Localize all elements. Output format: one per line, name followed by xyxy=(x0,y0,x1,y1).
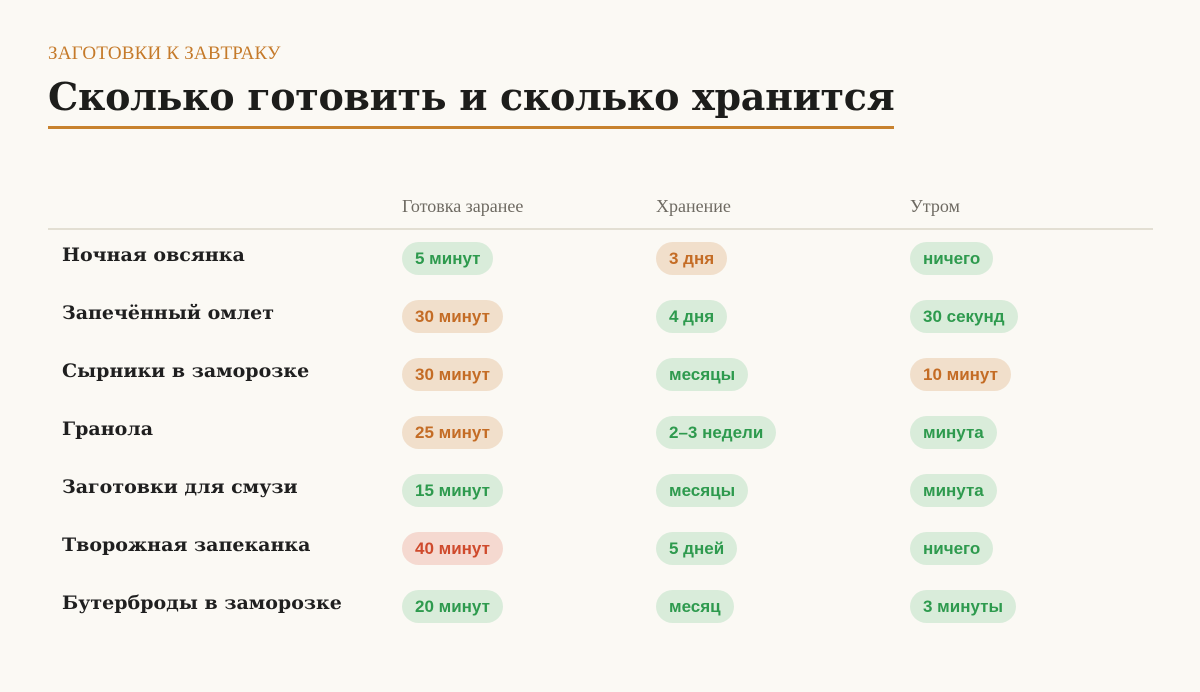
table-header: Готовка заранее Хранение Утром xyxy=(48,190,1153,230)
table-row: Бутерброды в заморозке 20 минут месяц 3 … xyxy=(48,580,1153,638)
prep-table: Готовка заранее Хранение Утром Ночная ов… xyxy=(48,190,1153,638)
prep-time-badge: 5 минут xyxy=(402,242,494,275)
page-title-wrap: Сколько готовить и сколько хранится xyxy=(48,72,895,129)
morning-badge: 30 секунд xyxy=(910,300,1018,333)
prep-time-badge: 40 минут xyxy=(402,532,503,565)
morning-badge: минута xyxy=(910,416,997,449)
table-row: Ночная овсянка 5 минут 3 дня ничего xyxy=(48,232,1153,290)
morning-badge: ничего xyxy=(910,532,994,565)
page-title: Сколько готовить и сколько хранится xyxy=(48,74,895,119)
table-row: Заготовки для смузи 15 минут месяцы мину… xyxy=(48,464,1153,522)
storage-badge: месяцы xyxy=(656,474,749,507)
morning-badge: ничего xyxy=(910,242,994,275)
storage-badge: месяц xyxy=(656,590,734,623)
row-dish-name: Бутерброды в заморозке xyxy=(62,592,342,614)
morning-badge: 10 минут xyxy=(910,358,1011,391)
storage-badge: 2–3 недели xyxy=(656,416,777,449)
storage-badge: 5 дней xyxy=(656,532,738,565)
prep-time-badge: 20 минут xyxy=(402,590,503,623)
prep-time-badge: 30 минут xyxy=(402,300,503,333)
table-row: Гранола 25 минут 2–3 недели минута xyxy=(48,406,1153,464)
storage-badge: 4 дня xyxy=(656,300,728,333)
row-dish-name: Запечённый омлет xyxy=(62,302,275,324)
morning-badge: 3 минуты xyxy=(910,590,1016,623)
morning-badge: минута xyxy=(910,474,997,507)
row-dish-name: Творожная запеканка xyxy=(62,534,311,556)
row-dish-name: Гранола xyxy=(62,418,154,440)
column-header-morning: Утром xyxy=(910,196,960,216)
row-dish-name: Заготовки для смузи xyxy=(62,476,298,498)
eyebrow-label: ЗАГОТОВКИ К ЗАВТРАКУ xyxy=(48,43,281,64)
row-dish-name: Ночная овсянка xyxy=(62,244,245,266)
table-row: Сырники в заморозке 30 минут месяцы 10 м… xyxy=(48,348,1153,406)
column-header-prep: Готовка заранее xyxy=(402,196,524,216)
row-dish-name: Сырники в заморозке xyxy=(62,360,310,382)
storage-badge: месяцы xyxy=(656,358,749,391)
prep-time-badge: 15 минут xyxy=(402,474,503,507)
table-row: Творожная запеканка 40 минут 5 дней ниче… xyxy=(48,522,1153,580)
prep-time-badge: 25 минут xyxy=(402,416,503,449)
table-row: Запечённый омлет 30 минут 4 дня 30 секун… xyxy=(48,290,1153,348)
prep-time-badge: 30 минут xyxy=(402,358,503,391)
column-header-storage: Хранение xyxy=(656,196,731,216)
storage-badge: 3 дня xyxy=(656,242,728,275)
